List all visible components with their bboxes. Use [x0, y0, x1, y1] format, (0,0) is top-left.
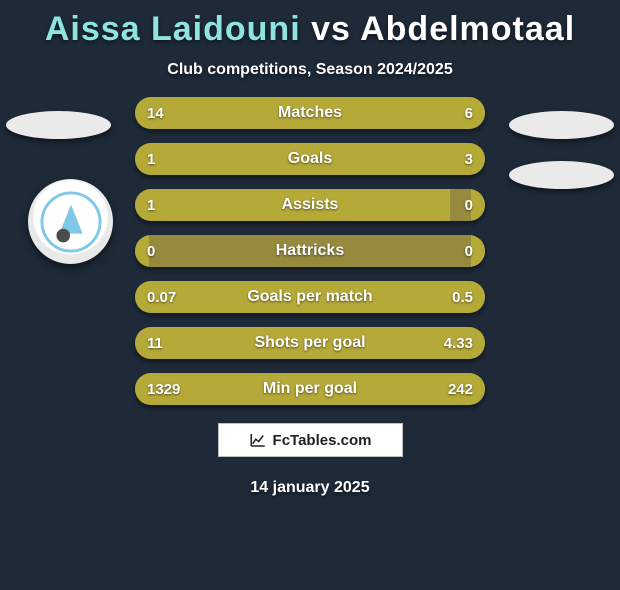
club-ellipse-left: [6, 111, 111, 139]
stat-bars: 146Matches 13Goals 10Assists 00Hattricks 0.0…: [135, 97, 485, 405]
stat-label: Hattricks: [135, 235, 485, 267]
vs-separator: vs: [301, 10, 360, 48]
subtitle: Club competitions, Season 2024/2025: [0, 61, 620, 79]
stat-bar: 1329242Min per goal: [135, 373, 485, 405]
watermark-text: FcTables.com: [273, 432, 372, 449]
player1-name: Aissa Laidouni: [45, 10, 301, 48]
stat-label: Shots per goal: [135, 327, 485, 359]
stat-bar: 0.070.5Goals per match: [135, 281, 485, 313]
stat-bar: 146Matches: [135, 97, 485, 129]
stat-bar: 10Assists: [135, 189, 485, 221]
stat-bar: 13Goals: [135, 143, 485, 175]
player2-name: Abdelmotaal: [360, 10, 575, 48]
stat-label: Min per goal: [135, 373, 485, 405]
stat-label: Goals per match: [135, 281, 485, 313]
watermark[interactable]: FcTables.com: [218, 423, 403, 457]
chart-icon: [249, 431, 267, 449]
club-ellipse-right-2: [509, 161, 614, 189]
stat-bar: 114.33Shots per goal: [135, 327, 485, 359]
comparison-title: Aissa Laidouni vs Abdelmotaal: [0, 10, 620, 49]
stat-label: Goals: [135, 143, 485, 175]
date: 14 january 2025: [0, 479, 620, 497]
club-ellipse-right-1: [509, 111, 614, 139]
stat-label: Matches: [135, 97, 485, 129]
stat-label: Assists: [135, 189, 485, 221]
comparison-stage: 146Matches 13Goals 10Assists 00Hattricks 0.0…: [0, 97, 620, 405]
club-badge-left: [28, 179, 113, 264]
stat-bar: 00Hattricks: [135, 235, 485, 267]
club-badge-icon: [40, 191, 102, 253]
